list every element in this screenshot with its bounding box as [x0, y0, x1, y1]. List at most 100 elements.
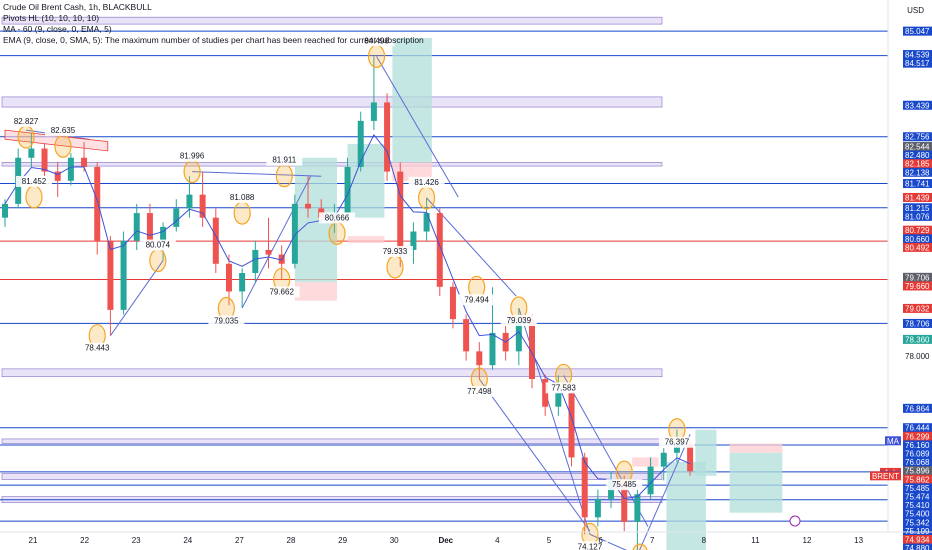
price-axis-tag [903, 281, 932, 291]
background-layer [0, 16, 888, 550]
legend-ma[interactable]: MA - 60 (9, close, 0, EMA, 5) [3, 24, 112, 34]
candle-body [186, 194, 193, 209]
pivot-label: 77.583 [551, 383, 576, 392]
support-zone [1, 438, 663, 444]
time-axis-label: 12 [803, 536, 812, 545]
price-axis-tag [903, 58, 932, 68]
price-axis-tag [903, 211, 932, 221]
price-axis-label: 78.360 [905, 335, 930, 344]
price-axis-tag [903, 483, 932, 493]
price-axis-tag [903, 318, 932, 328]
time-axis-label: 5 [547, 536, 552, 545]
candle-body [199, 194, 206, 218]
pivot-circle [328, 221, 346, 245]
support-zone [1, 473, 663, 480]
candle-body [239, 273, 246, 292]
price-axis-label: 76.864 [905, 404, 930, 413]
time-axis-label: 7 [650, 536, 655, 545]
pivot-circle [367, 44, 386, 68]
pivot-label-bg [79, 342, 116, 354]
legend-pivots[interactable]: Pivots HL (10, 10, 10, 10) [3, 13, 100, 23]
candle-body [146, 213, 153, 241]
price-axis-tag [903, 50, 932, 60]
price-axis-label: 75.862 [905, 475, 930, 484]
candle-body [568, 392, 575, 458]
price-axis-label: 82.544 [905, 143, 930, 152]
pivot-circle [275, 164, 293, 188]
currency-label[interactable]: USD [907, 6, 924, 15]
price-axis-label: 75.485 [905, 484, 930, 493]
legend-symbol[interactable]: Crude Oil Brent Cash, 1h, BLACKBULL [3, 2, 152, 12]
candle-body [634, 494, 641, 522]
candle-body [370, 102, 377, 121]
price-axis-label: 79.660 [905, 282, 930, 291]
price-axis-label: 81.741 [905, 180, 930, 189]
candle-body [542, 379, 549, 407]
pivot-label-bg [571, 541, 608, 550]
candle-body [449, 286, 456, 320]
candle-body [594, 498, 601, 518]
price-axis-label: 75.342 [905, 518, 930, 527]
price-axis-label: 84.517 [905, 59, 930, 68]
candle-body [515, 319, 522, 352]
price-axis-tag [903, 192, 932, 202]
price-axis-label: 82.480 [905, 151, 930, 160]
pivot-circle [418, 186, 436, 210]
legend-ema[interactable]: EMA (9, close, 0, SMA, 5): The maximum n… [3, 35, 424, 45]
price-axis-tag [903, 543, 932, 550]
pivot-label: 81.426 [414, 178, 439, 187]
pivot-label-bg [606, 479, 643, 491]
candle-body [673, 443, 680, 453]
price-axis-label: 79.706 [905, 273, 930, 282]
pivot-label-bg [500, 315, 537, 327]
candle-body [120, 240, 127, 310]
price-axis-label: 75.410 [905, 501, 930, 510]
axis-marker-label: BRENT [872, 472, 899, 481]
candle-layer [2, 56, 694, 550]
price-axis-tag [903, 526, 932, 536]
candle-body [581, 457, 588, 518]
pivot-label-bg [266, 154, 303, 166]
price-axis-label: 80.729 [905, 226, 930, 235]
candle-body [344, 166, 351, 214]
pivot-label-bg [15, 175, 52, 187]
price-axis-label: 74.934 [905, 536, 930, 545]
time-axis-label: 21 [29, 536, 38, 545]
time-axis-label: 29 [338, 536, 347, 545]
axis-marker-label: MA [887, 437, 900, 446]
pivot-label-bg [461, 386, 498, 398]
price-axis-tag [903, 142, 932, 152]
trend-line [241, 175, 312, 309]
price-axis-label: 75.199 [905, 527, 930, 536]
time-axis-label: 11 [751, 536, 760, 545]
pivot-circle [632, 543, 648, 550]
price-axis-label: 82.185 [905, 160, 930, 169]
price-axis-tag [903, 351, 932, 361]
candle-body [291, 203, 298, 264]
price-axis-tag [903, 242, 932, 252]
candle-body [173, 208, 180, 227]
price-axis-label: 82.756 [905, 133, 930, 142]
candle-body [28, 148, 35, 158]
price-axis-tag [903, 500, 932, 510]
target-box [729, 452, 783, 513]
candle-body [212, 217, 219, 264]
trend-line [109, 260, 164, 336]
candle-body [67, 157, 74, 181]
stop-box [729, 443, 783, 453]
price-axis-label: 80.492 [905, 243, 930, 252]
price-axis-label: 78.000 [905, 352, 930, 361]
pivot-label: 80.666 [325, 213, 350, 222]
target-box [666, 461, 706, 550]
pivot-label-bg [174, 150, 211, 162]
stop-box [294, 282, 338, 301]
pivot-label: 79.933 [383, 247, 408, 256]
pivot-label-bg [44, 125, 81, 137]
pivot-label-bg [263, 286, 300, 298]
target-box [347, 143, 385, 218]
target-box [695, 429, 717, 476]
price-axis-label: 78.706 [905, 319, 930, 328]
pivot-circle [54, 134, 72, 158]
